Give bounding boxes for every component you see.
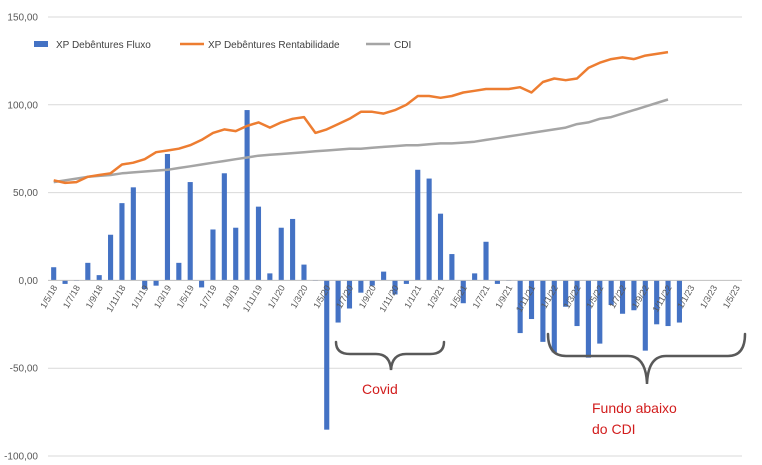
y-tick-label: -50,00 [10,364,39,375]
bar-fluxo [619,280,626,314]
bar-fluxo [346,280,353,309]
y-tick-label: 100,00 [7,100,38,111]
bar-fluxo [381,271,387,281]
bar-fluxo [449,254,455,281]
bar-fluxo [51,267,57,281]
line-series [53,50,669,185]
x-tick-label: 1/11/19 [241,283,264,313]
x-tick-label: 1/11/20 [377,283,400,313]
bar-fluxo [517,280,523,334]
bar-fluxo [654,280,660,325]
bar-fluxo [528,280,535,320]
bar-fluxo [392,280,398,295]
annotation-fundo-line2: do CDI [592,421,636,437]
x-tick-label: 1/1/21 [402,283,423,310]
bar-fluxo [540,280,546,342]
bar-fluxo [164,153,171,281]
x-tick-label: 1/3/21 [425,283,446,310]
bar-fluxo [415,169,421,281]
bar-fluxo [426,178,432,281]
bar-fluxo [335,280,341,323]
line-xp-deb-ntures-rentabilidade [53,50,669,185]
bar-fluxo [551,280,557,353]
bar-fluxo [472,273,478,281]
bar-fluxo [358,280,364,293]
bar-fluxo [210,229,216,281]
x-tick-label: 1/7/18 [61,283,82,310]
bar-fluxo [108,234,114,281]
bar-fluxo [324,280,330,430]
bar-fluxo [631,280,637,311]
bar-fluxo [142,280,148,290]
y-tick-label: 150,00 [7,13,38,24]
bar-fluxo [494,280,500,284]
legend-label-fluxo: XP Debêntures Fluxo [56,40,151,51]
bar-fluxo [676,280,682,323]
bar-fluxo [403,280,409,284]
bar-fluxo [460,280,466,304]
annotation-fundo-line1: Fundo abaixo [592,400,677,416]
legend: XP Debêntures Fluxo XP Debêntures Rentab… [34,40,411,51]
bar-fluxo [85,262,91,281]
y-tick-label: -100,00 [4,452,38,463]
bar-series [51,110,682,430]
bar-fluxo [187,182,193,281]
x-tick-label: 1/9/21 [493,283,514,310]
x-tick-label: 1/5/23 [721,283,742,310]
annotations: Covid Fundo abaixo do CDI [334,332,747,437]
x-tick-label: 1/3/23 [698,283,719,310]
legend-label-rentabilidade: XP Debêntures Rentabilidade [208,40,340,51]
bar-fluxo [301,264,307,281]
bar-fluxo [233,227,239,281]
x-tick-label: 1/1/19 [129,283,150,310]
bar-fluxo [199,280,205,288]
bar-fluxo [153,280,159,286]
bar-fluxo [563,280,569,307]
x-tick-label: 1/9/19 [220,283,241,310]
legend-label-cdi: CDI [394,40,411,51]
bar-fluxo [290,218,296,281]
x-tick-label: 1/11/18 [104,283,127,313]
bar-fluxo [278,227,284,281]
bar-fluxo [597,280,603,344]
bar-fluxo [369,280,375,286]
bar-fluxo [437,213,444,281]
line-cdi [53,98,669,184]
y-tick-label: 0,00 [19,276,39,287]
bar-fluxo [665,280,671,327]
bar-fluxo [119,203,125,281]
bar-fluxo [221,173,227,281]
x-tick-label: 1/3/19 [152,283,173,310]
x-tick-label: 1/3/20 [289,283,310,310]
fundo-brace [546,332,747,385]
x-tick-label: 1/5/18 [38,283,59,310]
x-tick-label: 1/1/20 [266,283,287,310]
legend-swatch-fluxo [34,41,48,47]
bar-fluxo [176,262,182,281]
bar-fluxo [585,280,591,358]
bar-fluxo [244,110,250,281]
y-axis: 150,00 100,00 50,00 0,00 -50,00 -100,00 [4,13,38,463]
gridlines [48,16,742,457]
bar-fluxo [255,206,262,281]
bar-fluxo [130,187,136,281]
bar-fluxo [267,273,273,281]
x-tick-label: 1/5/19 [175,283,196,310]
bar-fluxo [574,280,580,327]
bar-fluxo [608,280,614,305]
bar-fluxo [483,241,489,281]
bar-fluxo [96,275,102,281]
bar-fluxo [642,280,648,351]
covid-brace [334,340,446,371]
x-tick-label: 1/7/21 [471,283,492,310]
bar-fluxo [62,280,68,284]
y-tick-label: 50,00 [13,188,38,199]
annotation-covid: Covid [362,381,398,397]
x-tick-label: 1/9/18 [84,283,105,310]
